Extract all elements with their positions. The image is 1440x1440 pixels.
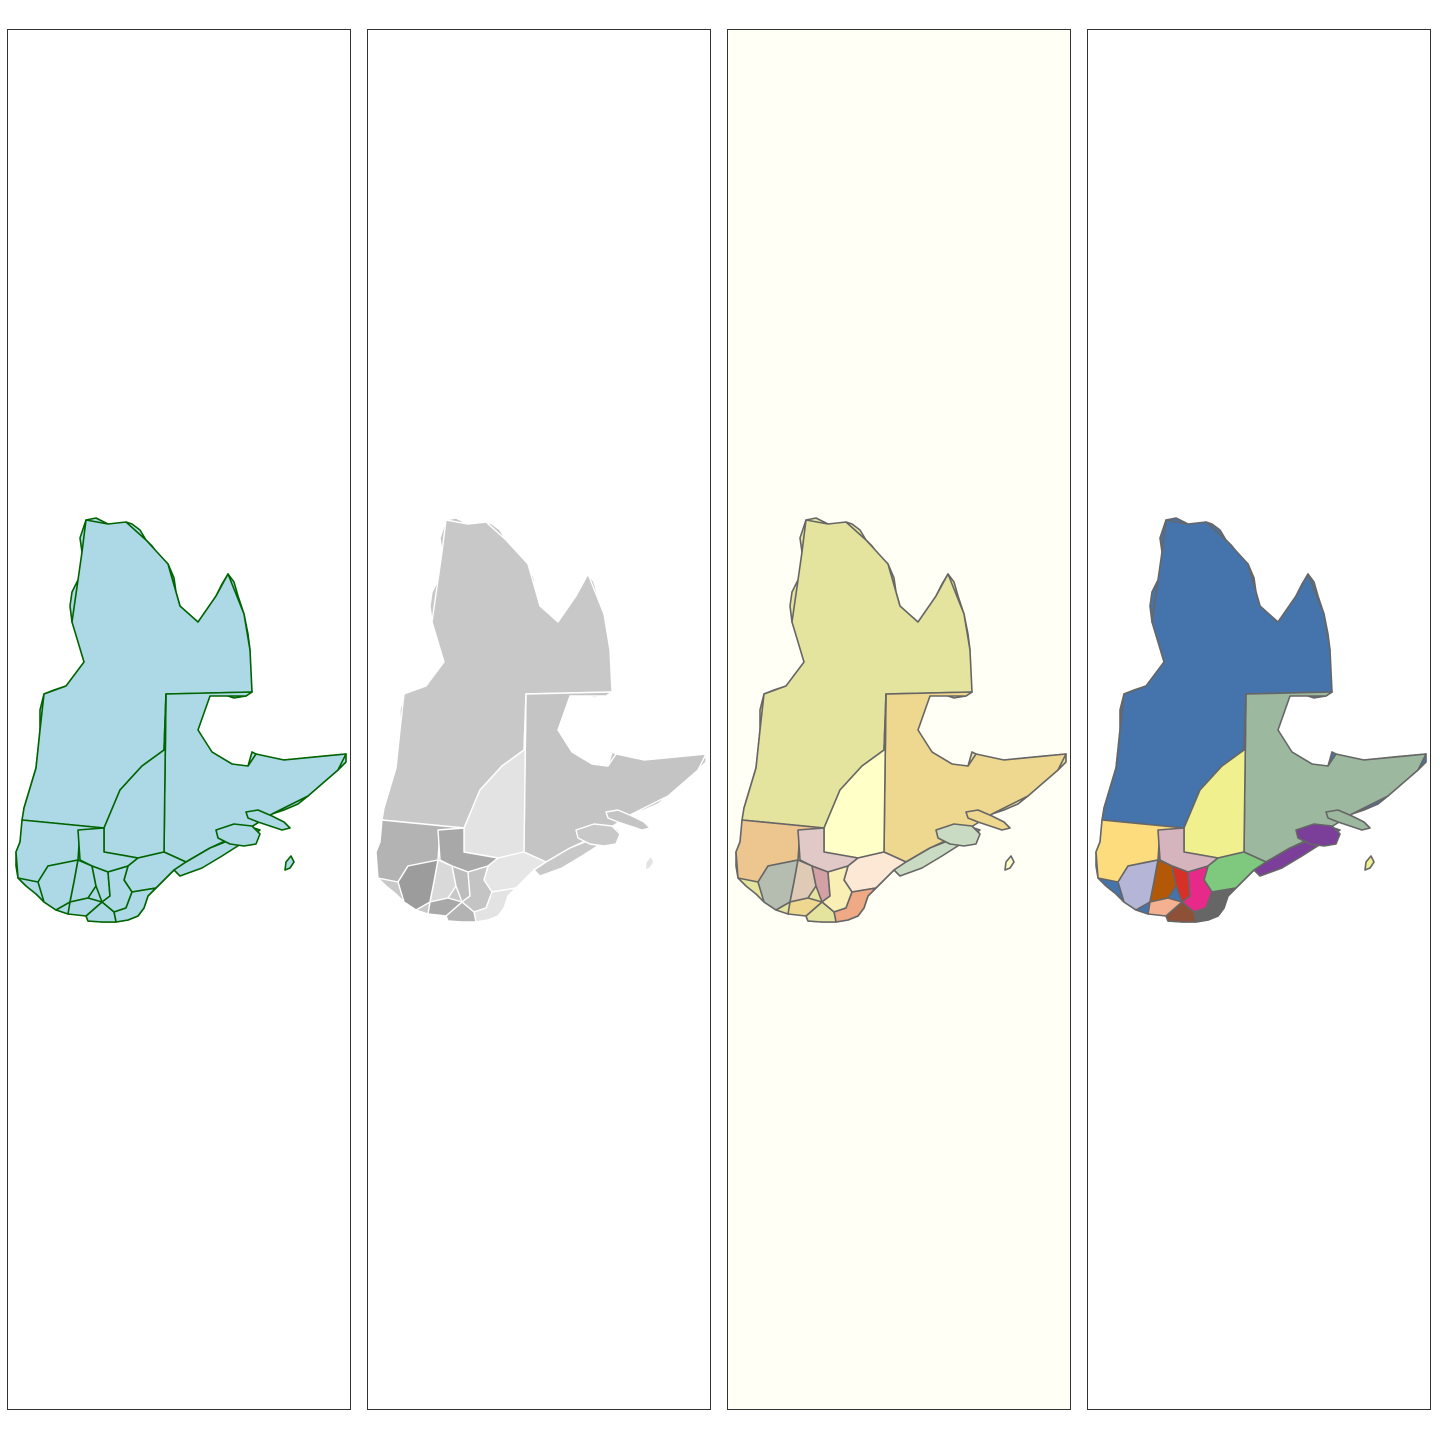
map-panel-4 — [1087, 29, 1431, 1410]
region-12 — [833, 887, 877, 923]
map-canvas — [8, 30, 350, 1409]
region-12 — [113, 887, 157, 923]
region-peninsula-island — [1295, 823, 1341, 847]
island-2 — [644, 855, 655, 871]
region-14 — [427, 897, 463, 917]
region-peninsula-island — [575, 823, 621, 847]
map-canvas — [728, 30, 1070, 1409]
region-14 — [67, 897, 103, 917]
region-12 — [1193, 887, 1237, 923]
region-12 — [473, 887, 517, 923]
island-2 — [1004, 855, 1015, 871]
map-panel-2 — [367, 29, 711, 1410]
region-peninsula-island — [935, 823, 981, 847]
region-14 — [787, 897, 823, 917]
island-2 — [284, 855, 295, 871]
map-canvas — [368, 30, 710, 1409]
island-1 — [605, 809, 651, 831]
island-2 — [1364, 855, 1375, 871]
region-peninsula-island — [215, 823, 261, 847]
map-panel-1 — [7, 29, 351, 1410]
island-1 — [965, 809, 1011, 831]
island-1 — [1325, 809, 1371, 831]
island-1 — [245, 809, 291, 831]
map-panel-3 — [727, 29, 1071, 1410]
region-14 — [1147, 897, 1183, 917]
map-canvas — [1088, 30, 1430, 1409]
